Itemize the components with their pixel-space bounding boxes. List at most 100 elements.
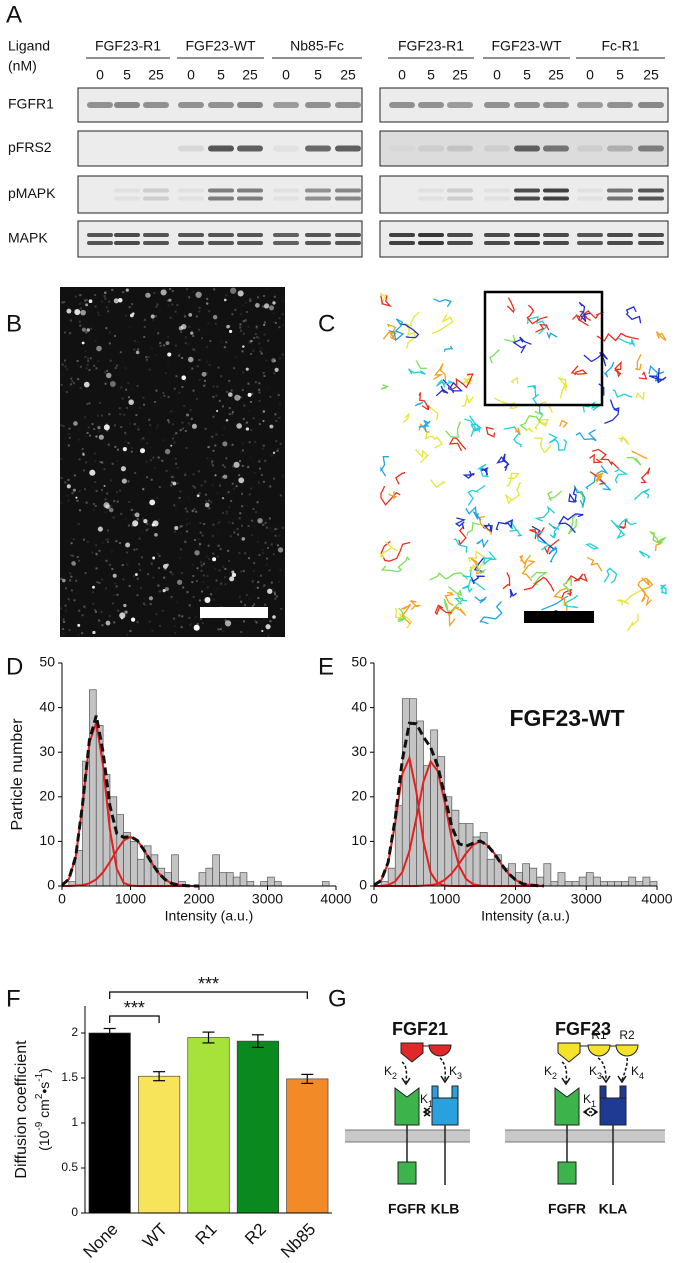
noise xyxy=(95,489,98,492)
noise xyxy=(216,522,219,525)
receptor-label: FGFR xyxy=(388,1201,426,1217)
noise xyxy=(252,570,255,573)
noise xyxy=(203,384,206,387)
noise xyxy=(184,472,187,475)
noise xyxy=(274,597,277,600)
dose-label: 25 xyxy=(452,67,468,83)
noise xyxy=(226,305,228,307)
noise xyxy=(159,344,162,347)
noise xyxy=(269,395,272,398)
noise xyxy=(122,361,124,363)
model-title: FGF23 xyxy=(555,1019,611,1039)
noise xyxy=(219,548,222,551)
noise xyxy=(167,419,170,422)
noise xyxy=(220,446,222,448)
noise xyxy=(156,497,159,500)
noise xyxy=(262,523,265,526)
noise xyxy=(136,427,139,430)
zoom-box xyxy=(483,290,604,407)
track xyxy=(418,392,430,411)
noise xyxy=(185,446,188,449)
noise xyxy=(192,595,195,598)
noise xyxy=(260,352,263,355)
spot xyxy=(216,409,219,413)
noise xyxy=(269,527,272,530)
band xyxy=(543,102,569,108)
noise xyxy=(68,629,71,632)
band xyxy=(447,145,473,152)
track xyxy=(433,363,447,382)
noise xyxy=(261,305,264,308)
band xyxy=(543,145,569,152)
track xyxy=(596,332,639,342)
noise xyxy=(150,562,153,565)
noise xyxy=(62,373,64,375)
noise xyxy=(100,513,102,515)
noise xyxy=(137,341,140,344)
noise xyxy=(201,622,204,625)
noise xyxy=(281,353,284,356)
noise xyxy=(176,482,179,485)
spot xyxy=(227,392,233,398)
noise xyxy=(262,306,265,309)
noise xyxy=(120,512,123,515)
spot xyxy=(134,512,140,518)
spot xyxy=(135,350,140,355)
noise xyxy=(253,603,256,606)
noise xyxy=(126,563,129,566)
noise xyxy=(179,429,182,432)
noise xyxy=(248,341,251,344)
ligand-domain xyxy=(428,1044,452,1057)
x-tick-label: 4000 xyxy=(320,891,351,907)
noise xyxy=(209,340,212,343)
noise xyxy=(147,528,150,531)
track xyxy=(535,531,551,551)
noise xyxy=(192,563,195,566)
noise xyxy=(91,551,94,554)
noise xyxy=(95,367,98,370)
panel-label: C xyxy=(318,310,335,337)
track xyxy=(470,557,485,575)
noise xyxy=(69,319,72,322)
noise xyxy=(193,486,196,489)
spot xyxy=(262,323,266,327)
group-label: FGF23-WT xyxy=(186,38,256,54)
track xyxy=(410,600,421,611)
dose-label: 0 xyxy=(586,67,594,83)
noise xyxy=(218,569,221,572)
spot xyxy=(168,298,172,302)
band xyxy=(178,241,204,245)
noise xyxy=(83,488,86,491)
track xyxy=(534,505,556,522)
band xyxy=(577,241,603,245)
noise xyxy=(149,603,152,606)
band xyxy=(335,188,361,193)
noise xyxy=(184,429,187,432)
spot xyxy=(262,419,265,423)
noise xyxy=(276,527,279,530)
track xyxy=(405,332,417,349)
domain-label: R2 xyxy=(619,1028,635,1042)
noise xyxy=(86,364,89,367)
group-label: FGF23-R1 xyxy=(95,38,161,54)
noise xyxy=(157,584,160,587)
noise xyxy=(145,442,148,445)
track xyxy=(614,468,629,484)
noise xyxy=(115,491,118,494)
noise xyxy=(166,299,169,302)
noise xyxy=(179,525,182,528)
y-tick-label: 0 xyxy=(359,877,367,893)
rate-constant: K3 xyxy=(589,1064,602,1081)
track xyxy=(462,470,475,479)
noise xyxy=(65,368,68,371)
noise xyxy=(126,551,129,554)
track xyxy=(435,385,449,397)
noise xyxy=(98,430,101,433)
spot xyxy=(231,570,235,574)
spot xyxy=(145,292,151,298)
noise xyxy=(231,482,234,485)
noise xyxy=(103,468,106,471)
noise xyxy=(198,310,201,313)
noise xyxy=(113,593,116,596)
noise xyxy=(170,484,173,487)
